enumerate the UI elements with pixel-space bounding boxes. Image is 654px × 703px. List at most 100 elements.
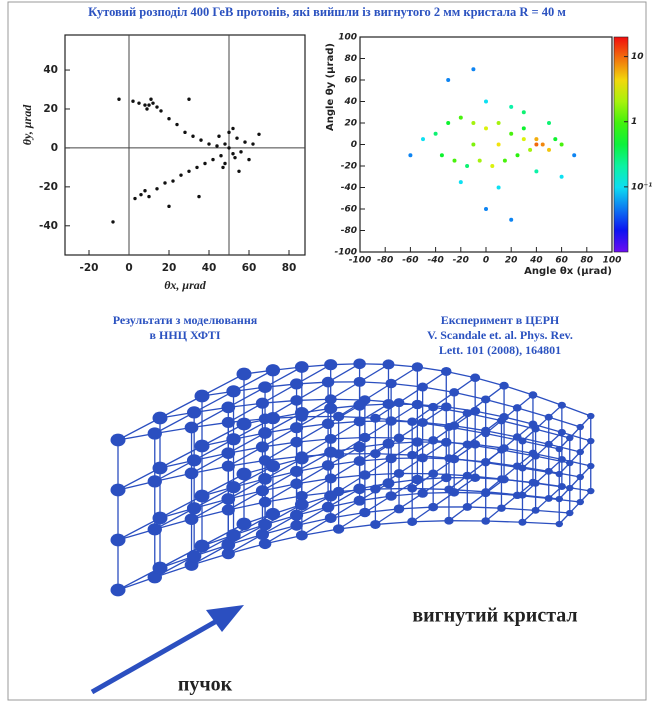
point <box>227 130 231 135</box>
lattice-bond <box>296 381 329 401</box>
lattice-node <box>566 509 574 517</box>
lattice-bond <box>422 386 455 394</box>
lattice-node <box>417 488 428 498</box>
point <box>257 132 261 136</box>
point <box>163 181 167 185</box>
point <box>471 121 476 125</box>
lattice-node <box>321 460 335 471</box>
point <box>446 121 451 125</box>
lattice-node <box>265 364 281 377</box>
y-tick-label: 0 <box>351 140 357 150</box>
lattice-bond <box>503 385 534 396</box>
y-tick-label: -20 <box>341 162 357 172</box>
lattice-node <box>528 420 538 428</box>
lattice-node <box>226 433 241 446</box>
point <box>534 169 539 174</box>
lattice-node <box>353 441 366 453</box>
point <box>559 142 564 147</box>
caption: Результати з моделювання <box>113 313 258 327</box>
y-axis-label: θy, μrad <box>20 104 34 145</box>
point <box>509 131 514 136</box>
lattice-bond <box>201 423 245 447</box>
x-tick-label: -60 <box>402 256 418 266</box>
point <box>484 207 488 211</box>
lattice-node <box>194 539 210 553</box>
lattice-node <box>226 528 241 542</box>
title: Кутовий розподіл 400 ГеВ протонів, які в… <box>88 5 566 19</box>
caption: Експеримент в ЦЕРН <box>441 313 560 327</box>
point <box>439 153 444 158</box>
point <box>223 142 227 146</box>
lattice-node <box>265 459 281 473</box>
point <box>223 161 227 166</box>
lattice-node <box>576 473 584 481</box>
lattice <box>110 358 595 597</box>
point <box>553 137 558 142</box>
lattice-node <box>393 468 405 478</box>
colorbar-label: 10 <box>631 52 644 62</box>
lattice-node <box>411 474 423 485</box>
y-tick-label: -60 <box>341 205 357 215</box>
lattice-node <box>359 470 371 480</box>
lattice-node <box>258 381 272 394</box>
point <box>408 153 413 158</box>
point <box>452 158 457 163</box>
lattice-bond <box>522 521 560 525</box>
lattice-node <box>265 412 281 425</box>
point <box>540 142 545 147</box>
lattice-node <box>359 432 371 443</box>
lattice-node <box>499 412 509 421</box>
lattice-node <box>449 421 460 431</box>
lattice-node <box>528 478 538 487</box>
lattice-node <box>221 447 236 460</box>
lattice-bond <box>264 534 302 545</box>
lattice-node <box>481 426 491 435</box>
lattice-node <box>407 417 418 427</box>
x-tick-label: -20 <box>80 262 99 274</box>
lattice-node <box>531 506 540 514</box>
plot-frame <box>64 34 306 256</box>
lattice-node <box>440 437 452 447</box>
lattice-node <box>110 533 126 547</box>
lattice-bond <box>375 521 413 526</box>
lattice-bond <box>454 391 486 401</box>
point <box>534 137 539 142</box>
x-tick-label: -80 <box>377 256 393 266</box>
point <box>521 126 526 131</box>
point <box>231 152 235 156</box>
lattice-bond <box>454 491 486 494</box>
lattice-node <box>295 490 308 501</box>
point <box>471 142 476 147</box>
lattice-node <box>186 550 202 563</box>
lattice-node <box>359 507 371 518</box>
point <box>477 158 482 163</box>
point <box>235 136 239 140</box>
lattice-bond <box>117 417 161 441</box>
lattice-bond <box>227 490 263 511</box>
x-tick-label: -40 <box>427 256 443 266</box>
lattice-bond <box>191 498 229 520</box>
lattice-bond <box>412 520 449 523</box>
lattice-node <box>324 446 338 458</box>
lattice-node <box>370 519 381 529</box>
lattice-node <box>321 501 335 513</box>
lattice-node <box>382 398 395 410</box>
lattice-node <box>417 382 428 392</box>
lattice-node <box>587 487 595 495</box>
lattice-bond <box>154 411 195 435</box>
lattice-node <box>324 473 337 484</box>
lattice-node <box>444 516 454 525</box>
caption: Lett. 101 (2008), 164801 <box>439 343 561 357</box>
y-tick-label: 100 <box>338 33 357 43</box>
lattice-node <box>544 494 553 502</box>
point <box>231 126 235 131</box>
lattice-bond <box>561 404 591 417</box>
point <box>547 147 551 152</box>
lattice-node <box>290 509 304 521</box>
lattice-bond <box>227 386 266 408</box>
lattice-node <box>333 524 345 534</box>
point <box>155 105 159 109</box>
lattice-bond <box>467 506 502 509</box>
lattice-node <box>462 440 472 449</box>
lattice-node <box>576 448 584 456</box>
